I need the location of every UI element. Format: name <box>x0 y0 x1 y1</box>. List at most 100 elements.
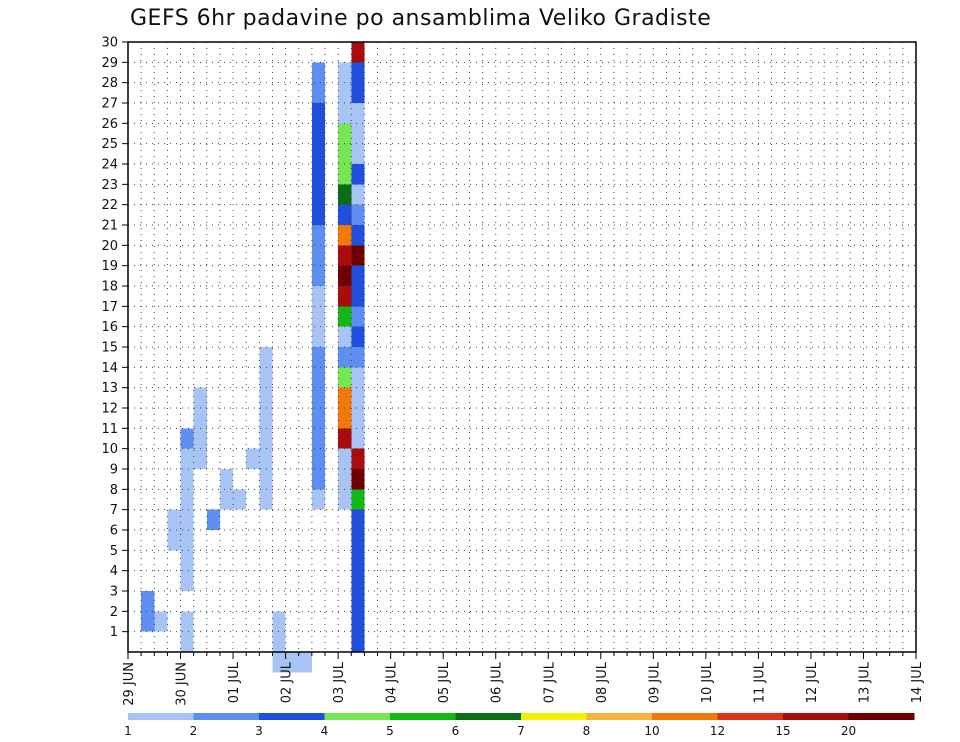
heatmap-cell <box>193 428 207 449</box>
heatmap-cell <box>338 428 352 449</box>
x-tick-label: 06 JUL <box>490 661 505 703</box>
y-tick-label: 26 <box>101 117 118 132</box>
heatmap-cell <box>311 469 325 490</box>
heatmap-cell <box>338 225 352 246</box>
heatmap-cell <box>311 123 325 144</box>
colorbar-swatch <box>193 713 260 720</box>
x-tick-label: 13 JUL <box>857 661 872 703</box>
heatmap-cell <box>259 367 273 388</box>
heatmap-cell <box>351 570 365 591</box>
colorbar-label: 7 <box>517 724 525 738</box>
colorbar-swatch <box>390 713 456 720</box>
y-tick-label: 29 <box>101 56 118 71</box>
heatmap-cell <box>351 164 365 185</box>
heatmap-cell <box>259 408 273 429</box>
heatmap-cell <box>338 123 352 144</box>
colorbar-swatch <box>586 713 653 720</box>
heatmap-cell <box>351 286 365 307</box>
heatmap-cell <box>351 530 365 551</box>
x-tick-label: 04 JUL <box>385 661 400 703</box>
y-tick-label: 21 <box>101 219 118 234</box>
heatmap-cell <box>338 103 352 124</box>
colorbar-label: 10 <box>644 724 659 738</box>
chart-title: GEFS 6hr padavine po ansamblima Veliko G… <box>130 6 712 31</box>
y-tick-label: 20 <box>101 239 118 254</box>
y-tick-label: 25 <box>101 137 118 152</box>
heatmap-cell <box>311 489 325 510</box>
heatmap-cell <box>219 489 234 510</box>
x-axis: 29 JUN 30 JUN 01 JUL 02 JUL 03 JUL 04 JUL 05 J… <box>122 652 925 706</box>
heatmap-cell <box>298 652 312 673</box>
heatmap-cell <box>193 387 207 408</box>
x-tick-label: 05 JUL <box>437 661 452 703</box>
heatmap-cell <box>259 469 273 490</box>
x-tick-label: 08 JUL <box>595 661 610 703</box>
colorbar-swatch <box>455 713 522 720</box>
colorbar-swatch <box>652 713 718 720</box>
heatmap-cell <box>311 387 325 408</box>
heatmap-cell <box>338 347 352 368</box>
heatmap-cell <box>311 306 325 327</box>
heatmap-cell <box>180 611 194 632</box>
heatmap-cell <box>351 62 365 83</box>
x-tick-label: 11 JUL <box>752 661 767 703</box>
colorbar-swatch <box>848 713 915 720</box>
heatmap-cell <box>272 652 286 673</box>
heatmap-cell <box>193 408 207 429</box>
y-tick-label: 14 <box>101 361 118 376</box>
heatmap-cell <box>259 448 273 469</box>
heatmap-cell <box>311 184 325 205</box>
heatmap-cell <box>206 509 220 530</box>
heatmap-cell <box>351 143 365 164</box>
colorbar-label: 20 <box>841 724 856 738</box>
heatmap-cell <box>311 82 325 103</box>
y-tick-label: 9 <box>110 463 118 478</box>
y-tick-label: 18 <box>101 280 118 295</box>
heatmap-cell <box>338 286 352 307</box>
y-tick-label: 23 <box>101 178 118 193</box>
heatmap-cell <box>351 489 365 510</box>
heatmap-cell <box>338 204 352 225</box>
colorbar-swatch <box>521 713 587 720</box>
heatmap-cell <box>338 143 352 164</box>
heatmap-cell <box>351 591 365 612</box>
heatmap-cell <box>311 204 325 225</box>
heatmap-cell <box>351 469 365 490</box>
y-axis: 1234567891011121314151617181920212223242… <box>101 36 128 640</box>
heatmap-cell <box>311 103 325 124</box>
y-tick-label: 3 <box>110 585 118 600</box>
heatmap-cell <box>338 245 352 266</box>
heatmap-cell <box>351 306 365 327</box>
heatmap-cell <box>311 448 325 469</box>
heatmap-cell <box>193 448 207 469</box>
heatmap-cell <box>351 326 365 347</box>
x-tick-label: 30 JUN <box>175 662 190 706</box>
colorbar-swatch <box>717 713 784 720</box>
heatmap-cell <box>180 631 194 652</box>
colorbar-label: 6 <box>452 724 460 738</box>
heatmap-cell <box>351 82 365 103</box>
x-tick-label: 07 JUL <box>542 661 557 703</box>
heatmap-cell <box>351 123 365 144</box>
heatmap-cell <box>180 570 194 591</box>
heatmap-cell <box>351 550 365 571</box>
x-tick-label: 12 JUL <box>805 661 820 703</box>
y-tick-label: 6 <box>110 524 118 539</box>
heatmap-cell <box>154 611 168 632</box>
colorbar: 1 2 3 4 5 6 7 8 10 12 15 20 <box>124 713 915 738</box>
heatmap-cell <box>351 245 365 266</box>
heatmap-cell <box>351 408 365 429</box>
heatmap-cell <box>285 652 299 673</box>
heatmap-cell <box>311 367 325 388</box>
x-tick-label: 14 JUL <box>910 661 925 703</box>
y-tick-label: 5 <box>110 544 118 559</box>
heatmap-cell <box>180 469 194 490</box>
colorbar-swatch <box>259 713 325 720</box>
heatmap-cell <box>351 631 365 652</box>
heatmap-cells <box>141 42 365 673</box>
heatmap-cell <box>311 62 325 83</box>
y-tick-label: 19 <box>101 259 118 274</box>
colorbar-swatch <box>128 713 194 720</box>
x-tick-label: 09 JUL <box>647 661 662 703</box>
